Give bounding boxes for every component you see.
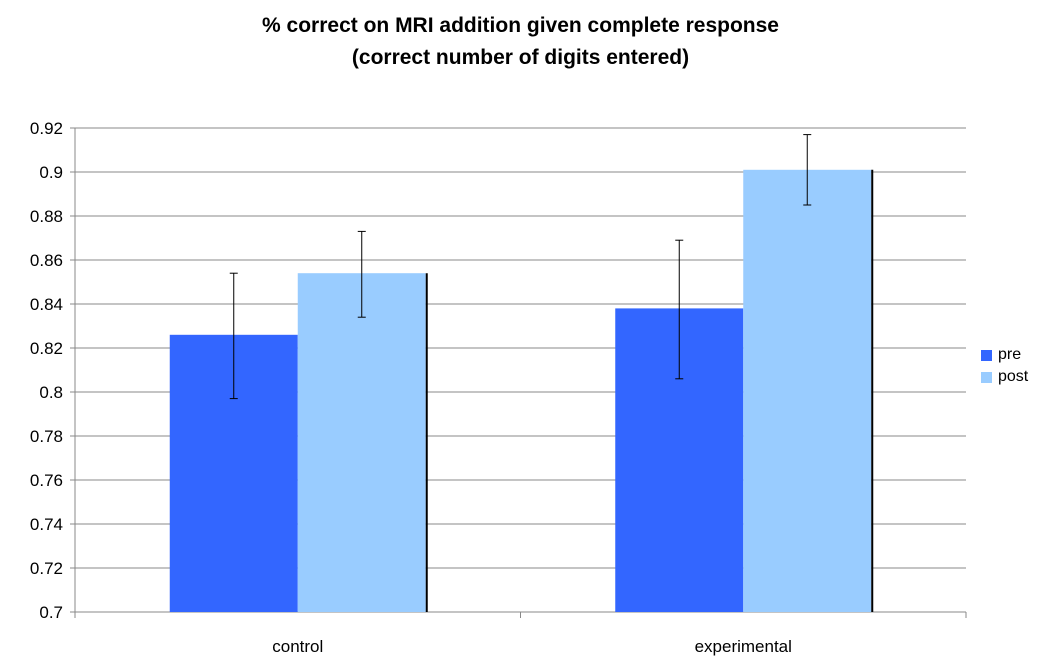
- x-tick-label: experimental: [695, 637, 792, 656]
- legend: pre post: [981, 344, 1028, 388]
- y-tick-label: 0.74: [30, 515, 63, 534]
- y-tick-label: 0.78: [30, 427, 63, 446]
- legend-item-pre: pre: [981, 344, 1028, 366]
- legend-label-pre: pre: [998, 346, 1022, 363]
- y-tick-label: 0.92: [30, 119, 63, 138]
- chart-title: % correct on MRI addition given complete…: [0, 10, 1041, 74]
- legend-label-post: post: [998, 368, 1029, 385]
- y-tick-label: 0.9: [39, 163, 63, 182]
- y-tick-label: 0.82: [30, 339, 63, 358]
- y-tick-label: 0.76: [30, 471, 63, 490]
- x-tick-label: control: [272, 637, 323, 656]
- legend-swatch-post: [981, 371, 992, 383]
- y-tick-label: 0.86: [30, 251, 63, 270]
- legend-item-post: post: [981, 366, 1028, 388]
- y-tick-label: 0.7: [39, 603, 63, 622]
- bar-post-control: [297, 273, 426, 612]
- y-tick-label: 0.8: [39, 383, 63, 402]
- bar-post-experimental: [743, 169, 872, 613]
- chart-title-line-1: % correct on MRI addition given complete…: [262, 14, 779, 37]
- legend-swatch-pre: [981, 349, 992, 361]
- y-tick-label: 0.84: [30, 295, 63, 314]
- chart-title-line-2: (correct number of digits entered): [351, 46, 690, 69]
- y-tick-label: 0.72: [30, 559, 63, 578]
- y-tick-label: 0.88: [30, 207, 63, 226]
